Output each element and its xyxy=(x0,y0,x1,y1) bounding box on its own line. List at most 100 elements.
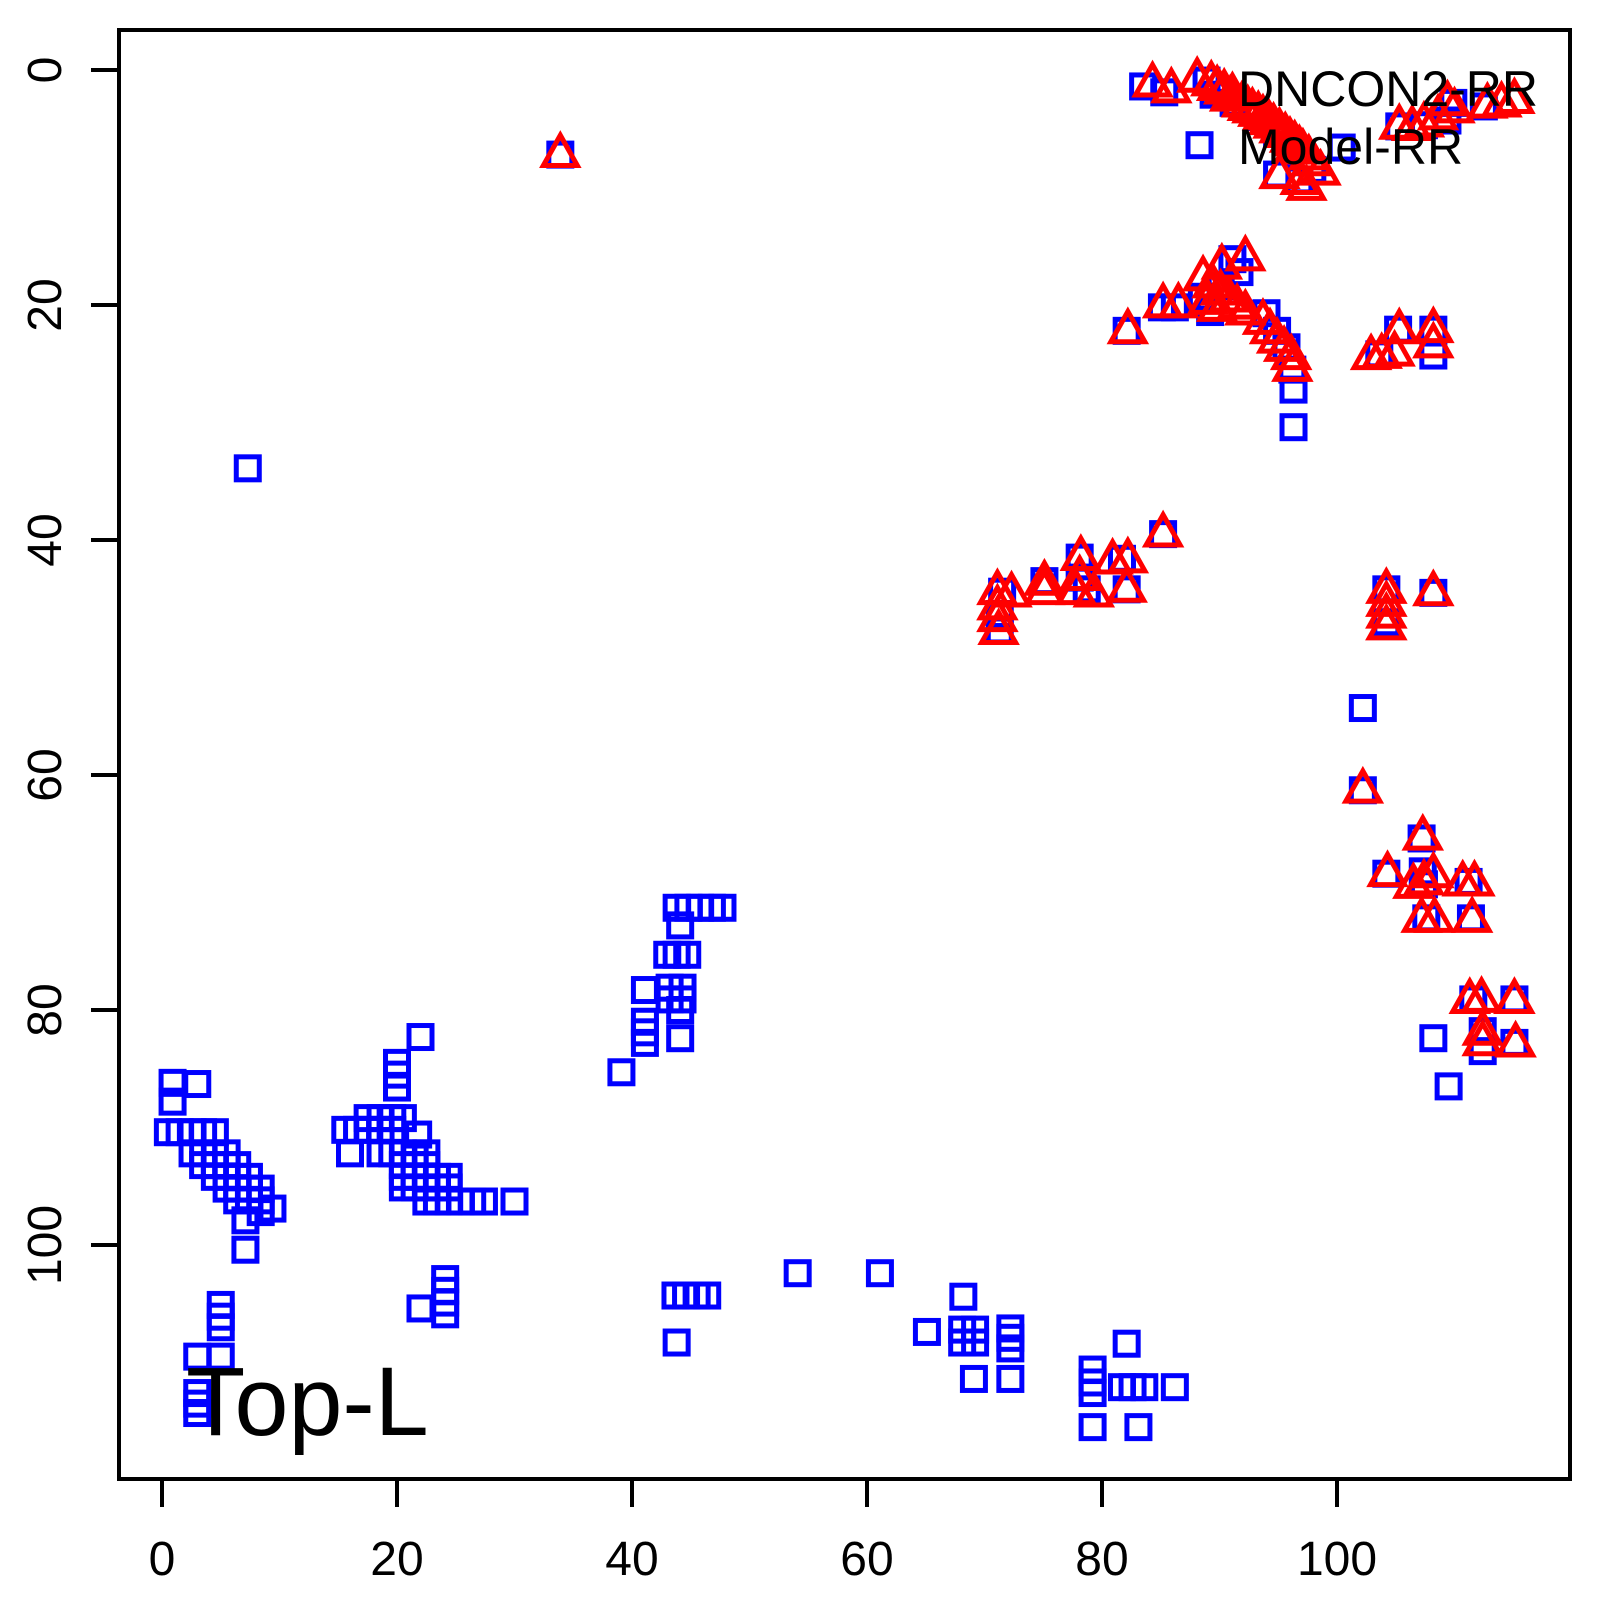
contact-triangle xyxy=(1426,78,1469,117)
contact-triangle xyxy=(1199,267,1242,306)
contact-triangle xyxy=(1269,332,1313,371)
contact-triangle xyxy=(1412,305,1455,344)
contact-triangle xyxy=(1366,849,1409,888)
contact-square xyxy=(708,893,737,922)
contact-square xyxy=(693,1281,722,1310)
contact-square xyxy=(1468,1037,1497,1066)
contact-square xyxy=(231,1235,260,1264)
contact-square xyxy=(1434,1072,1463,1101)
contact-triangle xyxy=(1150,65,1193,104)
contact-triangle xyxy=(1224,287,1267,326)
legend-entry-dncon2-rr: DNCON2-RR xyxy=(1238,61,1538,117)
contact-triangle xyxy=(1401,812,1445,851)
contact-triangle xyxy=(1493,976,1536,1015)
plot-border xyxy=(117,28,1572,1481)
contact-triangle xyxy=(1224,233,1267,272)
contact-triangle xyxy=(1450,895,1494,933)
contact-triangle xyxy=(1215,281,1259,320)
contact-square xyxy=(469,1187,498,1216)
contact-triangle xyxy=(1157,280,1200,319)
contact-square xyxy=(949,1282,978,1311)
contact-square xyxy=(383,1073,411,1102)
contact-triangle xyxy=(1058,553,1101,592)
triangles-series xyxy=(539,54,1537,1058)
contact-square xyxy=(1185,131,1214,160)
contact-triangle xyxy=(1200,241,1244,280)
contact-triangle xyxy=(976,594,1019,633)
contact-triangle xyxy=(977,607,1020,646)
contact-triangle xyxy=(1453,858,1496,897)
contact-square xyxy=(1279,413,1308,442)
contact-triangle xyxy=(1365,602,1408,641)
contact-square xyxy=(630,1028,659,1057)
contact-square xyxy=(1112,1329,1141,1358)
contact-square xyxy=(404,1120,433,1149)
contact-triangle xyxy=(1412,568,1455,607)
contact-square xyxy=(865,1259,894,1288)
contact-triangle xyxy=(1285,163,1328,201)
contact-square xyxy=(959,1364,988,1393)
x-tick-label: 40 xyxy=(605,1533,658,1586)
contact-triangle xyxy=(1141,509,1185,548)
contact-triangle xyxy=(1494,1019,1537,1058)
contact-triangle xyxy=(1341,765,1385,804)
contact-square xyxy=(206,1313,235,1342)
contact-triangle xyxy=(539,130,582,169)
contact-triangle xyxy=(1392,860,1435,899)
contact-triangle xyxy=(1412,850,1455,889)
contact-triangle xyxy=(1402,99,1446,138)
contact-triangle xyxy=(1373,328,1416,367)
contact-triangle xyxy=(1461,1018,1504,1057)
contact-square xyxy=(996,1364,1025,1393)
contact-triangle xyxy=(1105,564,1148,603)
y-tick-label: 100 xyxy=(19,1205,72,1285)
contact-triangle xyxy=(1023,567,1066,606)
contact-square xyxy=(662,1328,691,1357)
x-tick-label: 100 xyxy=(1297,1533,1377,1586)
contact-triangle xyxy=(1365,578,1408,617)
contact-square xyxy=(996,1334,1025,1363)
x-tick-label: 80 xyxy=(1075,1533,1128,1586)
contact-triangle xyxy=(990,569,1033,608)
contact-triangle xyxy=(1365,590,1408,629)
contact-square xyxy=(183,1070,212,1099)
contact-square xyxy=(406,1294,435,1323)
contact-square xyxy=(673,940,702,969)
contact-triangle xyxy=(1299,147,1342,186)
contact-triangle xyxy=(1433,85,1476,124)
legend-entry-model-rr: Model-RR xyxy=(1238,119,1464,175)
y-tick-label: 80 xyxy=(19,983,72,1036)
contact-square xyxy=(666,996,695,1024)
contact-triangle xyxy=(1412,320,1455,359)
x-tick-label: 60 xyxy=(840,1533,893,1586)
contact-triangle xyxy=(1059,533,1103,572)
y-tick-label: 60 xyxy=(19,748,72,801)
contact-triangle xyxy=(1493,76,1536,114)
squares-series xyxy=(153,66,1529,1442)
contact-triangle xyxy=(1378,306,1421,345)
contact-triangle xyxy=(1402,857,1446,896)
contact-square xyxy=(607,1058,636,1087)
contact-square xyxy=(630,976,659,1005)
top-l-label: Top-L xyxy=(186,1347,429,1456)
legend: DNCON2-RR Model-RR xyxy=(1238,60,1538,176)
contact-square xyxy=(406,1023,435,1052)
contact-square xyxy=(912,1317,941,1346)
contact-square xyxy=(1078,1413,1107,1442)
contact-square xyxy=(336,1139,364,1168)
contact-triangle xyxy=(1271,343,1314,382)
contact-triangle xyxy=(1461,1007,1504,1046)
contact-triangle xyxy=(1365,566,1408,604)
contact-square xyxy=(231,1206,260,1235)
contact-triangle xyxy=(1220,79,1264,118)
contact-square xyxy=(1160,1373,1189,1402)
contact-square xyxy=(258,1194,287,1223)
contact-triangle xyxy=(1258,151,1301,190)
contact-square xyxy=(233,454,262,483)
contact-square xyxy=(783,1259,812,1288)
contact-square xyxy=(961,1328,990,1357)
contact-triangle xyxy=(1413,895,1456,933)
contact-triangle xyxy=(1072,569,1116,608)
